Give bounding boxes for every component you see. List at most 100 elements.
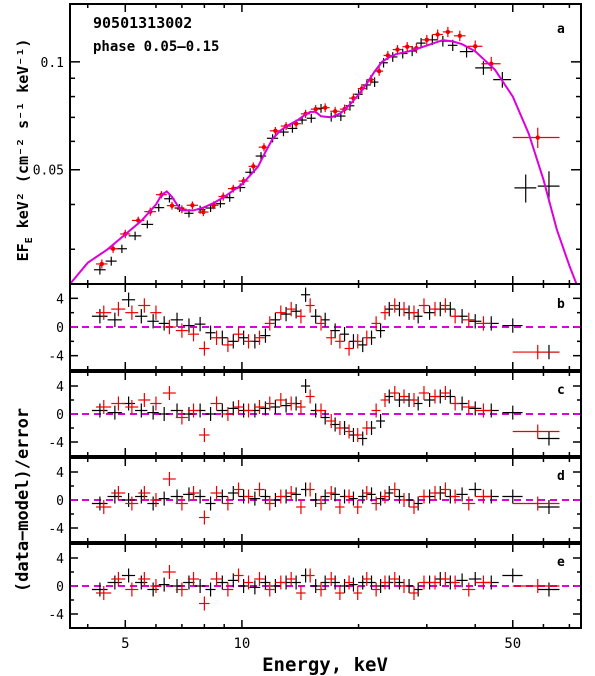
data-point-fpmb xyxy=(440,386,451,400)
data-point-fpmb xyxy=(475,489,492,504)
data-point-fpma xyxy=(310,579,321,593)
data-point-fpmb xyxy=(371,316,381,331)
data-point-fpmb xyxy=(286,301,297,317)
data-point-fpma xyxy=(330,487,340,502)
data-point-fpmb xyxy=(187,486,200,500)
data-point-fpmb xyxy=(344,424,354,439)
data-point-fpmb xyxy=(305,298,315,313)
data-point-fpma xyxy=(121,568,136,583)
data-point-fpma xyxy=(502,318,523,333)
data-point-fpmb xyxy=(380,575,390,590)
data-marker xyxy=(404,44,410,49)
phase-label: phase 0.05–0.15 xyxy=(93,39,219,55)
data-point-fpma xyxy=(170,312,184,327)
data-point-fpma xyxy=(238,579,249,593)
data-point-fpma xyxy=(358,489,368,504)
data-marker xyxy=(445,29,451,35)
data-point-fpma xyxy=(394,489,405,504)
data-point-fpma xyxy=(349,577,358,592)
panel-e: -4 0 4 e xyxy=(48,543,582,629)
data-point-fpmb xyxy=(233,327,244,342)
data-point-fpmb xyxy=(374,66,384,76)
data-marker xyxy=(110,246,116,251)
data-point-fpma xyxy=(93,265,106,275)
data-point-fpma xyxy=(413,309,423,324)
data-point-fpmb xyxy=(380,489,390,504)
data-point-fpma xyxy=(135,403,148,418)
data-point-fpma xyxy=(330,323,340,338)
panel-d: -4 0 4 d xyxy=(48,457,582,543)
data-point-fpmb xyxy=(150,396,162,411)
y-tick-label-a: 0.05 xyxy=(33,164,64,179)
data-point-fpma xyxy=(468,401,482,416)
data-point-fpmb xyxy=(409,393,419,407)
series-fpma-a xyxy=(93,34,560,275)
data-point-fpmb xyxy=(371,403,381,418)
data-point-fpmb xyxy=(233,482,244,497)
data-point-fpmb xyxy=(305,482,315,497)
series-fpma-c xyxy=(91,379,560,446)
data-point-fpma xyxy=(468,314,482,329)
data-point-fpmb xyxy=(389,572,400,586)
data-point-fpmb xyxy=(362,572,372,586)
panel-e-letter: e xyxy=(557,555,565,570)
data-point-fpmb xyxy=(150,579,162,593)
data-point-fpmb xyxy=(362,330,372,345)
data-point-fpma xyxy=(216,403,228,418)
data-point-fpmb xyxy=(95,305,112,320)
data-point-fpma xyxy=(249,491,261,506)
data-point-fpmb xyxy=(243,489,254,504)
data-marker xyxy=(273,128,278,134)
data-point-fpmb xyxy=(95,500,112,514)
y-tick-label-c: 0 xyxy=(56,408,64,423)
data-point-fpma xyxy=(183,407,195,421)
data-point-fpmb xyxy=(254,400,265,414)
data-point-fpma xyxy=(270,400,281,414)
data-point-fpma xyxy=(370,77,379,87)
data-point-fpmb xyxy=(353,428,362,442)
data-point-fpma xyxy=(216,575,228,590)
data-marker xyxy=(99,261,105,267)
data-point-fpma xyxy=(367,575,376,590)
data-point-fpma xyxy=(260,489,271,504)
data-point-fpma xyxy=(291,487,301,502)
data-point-fpma xyxy=(300,379,311,393)
data-point-fpma xyxy=(291,575,301,590)
data-point-fpma xyxy=(514,174,537,203)
data-point-fpmb xyxy=(362,421,372,435)
data-point-fpmb xyxy=(305,568,315,583)
data-point-fpma xyxy=(384,486,394,500)
data-point-fpmb xyxy=(275,489,287,504)
data-point-fpmb xyxy=(440,482,451,497)
data-point-fpmb xyxy=(275,305,287,320)
series-fpma-d xyxy=(91,482,560,514)
data-point-fpmb xyxy=(210,572,223,586)
data-point-fpma xyxy=(238,330,249,345)
data-point-fpma xyxy=(394,575,405,590)
panel-b-letter: b xyxy=(557,297,565,312)
data-point-fpma xyxy=(205,582,216,597)
data-point-fpmb xyxy=(125,496,139,511)
data-point-fpmb xyxy=(95,259,108,269)
data-point-fpma xyxy=(91,582,108,597)
data-point-fpma xyxy=(194,489,206,504)
data-point-fpma xyxy=(358,337,368,353)
x-tick-label: 10 xyxy=(233,636,250,652)
data-point-fpma xyxy=(135,575,148,590)
data-marker xyxy=(251,164,256,169)
data-point-fpma xyxy=(413,496,423,511)
data-point-fpmb xyxy=(138,298,151,313)
data-point-fpmb xyxy=(402,41,412,52)
data-point-fpmb xyxy=(335,334,345,349)
data-point-fpmb xyxy=(315,403,327,418)
data-point-fpma xyxy=(423,305,436,320)
data-point-fpma xyxy=(310,493,321,507)
y-tick-label-d: 0 xyxy=(56,494,64,509)
data-point-fpma xyxy=(502,568,523,583)
data-point-fpma xyxy=(170,579,184,593)
data-point-fpmb xyxy=(111,301,126,317)
data-point-fpmb xyxy=(475,575,492,590)
x-tick-label: 50 xyxy=(504,636,521,652)
data-point-fpmb xyxy=(162,472,176,486)
data-point-fpmb xyxy=(222,337,234,353)
